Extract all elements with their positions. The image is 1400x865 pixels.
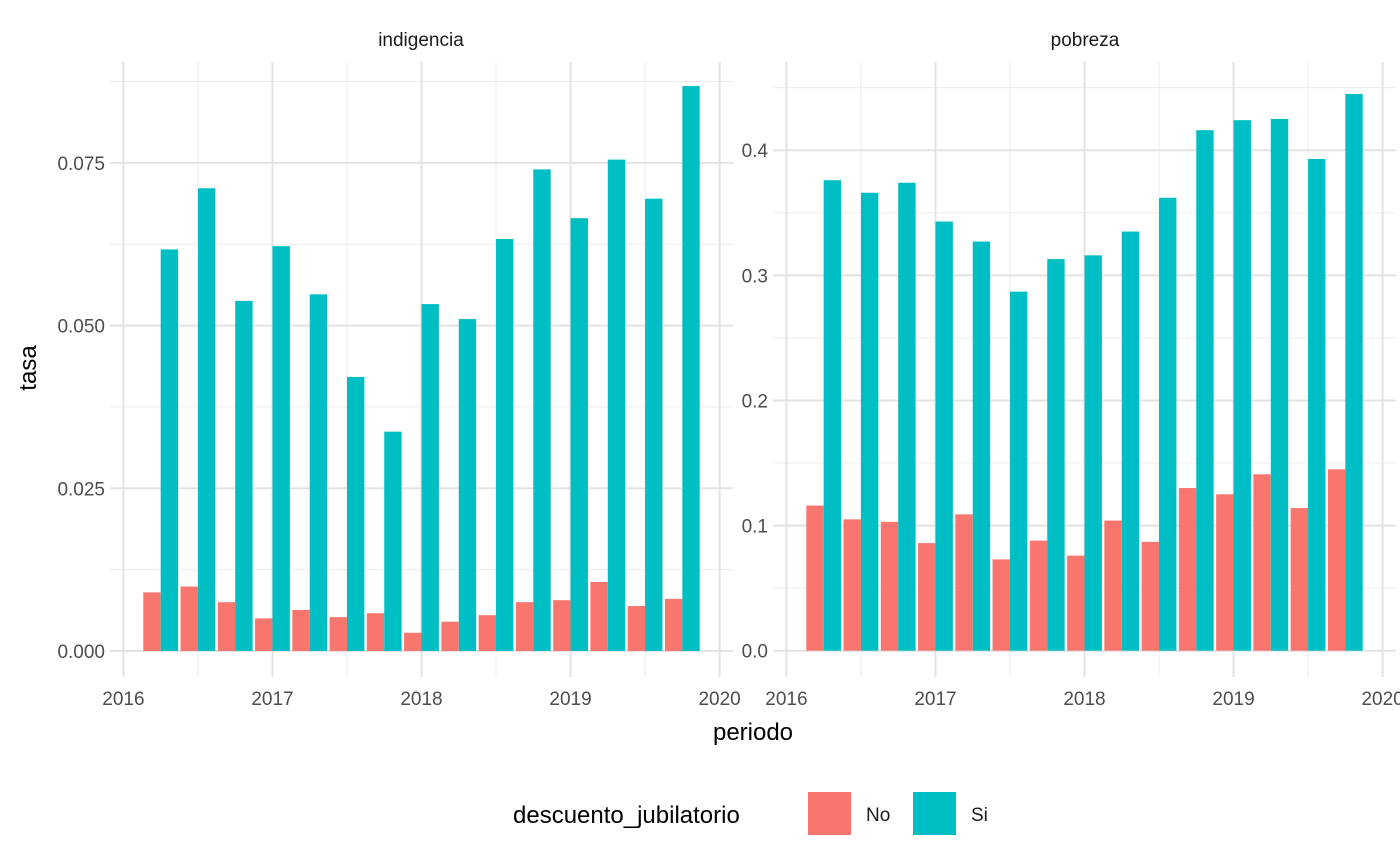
legend: descuento_jubilatorio No Si bbox=[513, 792, 988, 835]
bar-no bbox=[1141, 541, 1160, 651]
bar-no bbox=[590, 581, 608, 651]
bar-no bbox=[918, 543, 936, 651]
bar-si bbox=[421, 304, 439, 651]
bar-si bbox=[860, 192, 879, 651]
panel-indigencia: 0.000 0.025 0.050 0.075 2016 2017 2018 2019 202… bbox=[57, 30, 740, 710]
bar-no bbox=[1029, 540, 1048, 651]
y-tick-label: 0.1 bbox=[742, 517, 768, 538]
bar-si bbox=[607, 159, 626, 651]
bar-no bbox=[292, 609, 310, 651]
y-tick-label: 0.0 bbox=[742, 642, 768, 663]
bar-no bbox=[553, 600, 571, 651]
bar-si bbox=[898, 182, 916, 651]
y-tick-label: 0.4 bbox=[742, 141, 769, 162]
x-tick-label: 2019 bbox=[549, 689, 591, 710]
bar-no bbox=[1067, 555, 1085, 651]
bar-si bbox=[160, 249, 179, 651]
x-tick-label: 2017 bbox=[251, 689, 293, 710]
legend-label-no: No bbox=[866, 805, 890, 826]
bar-no bbox=[1178, 488, 1197, 651]
bar-no bbox=[180, 586, 198, 651]
y-tick-label: 0.2 bbox=[742, 391, 768, 412]
legend-swatch-si bbox=[913, 792, 956, 835]
legend-swatch-no bbox=[808, 792, 851, 835]
bar-si bbox=[1233, 120, 1251, 651]
x-tick-label: 2017 bbox=[914, 689, 956, 710]
bar-no bbox=[880, 521, 899, 651]
panel-title-indigencia: indigencia bbox=[378, 30, 464, 51]
bar-si bbox=[384, 431, 402, 651]
bar-si bbox=[533, 169, 551, 651]
bar-no bbox=[1253, 474, 1271, 651]
bar-si bbox=[309, 294, 328, 651]
bar-si bbox=[1308, 158, 1326, 651]
bar-si bbox=[272, 246, 290, 651]
y-tick-label: 0.000 bbox=[57, 642, 105, 663]
x-tick-label: 2018 bbox=[400, 689, 442, 710]
bar-si bbox=[1196, 130, 1214, 651]
x-tick-label: 2019 bbox=[1212, 689, 1254, 710]
y-tick-label: 0.050 bbox=[57, 317, 105, 338]
bar-si bbox=[972, 241, 991, 651]
bar-no bbox=[992, 559, 1010, 651]
bar-si bbox=[197, 188, 216, 651]
bar-si bbox=[496, 239, 514, 651]
bar-no bbox=[664, 598, 683, 651]
bar-no bbox=[217, 602, 236, 651]
legend-title: descuento_jubilatorio bbox=[513, 802, 740, 829]
bar-no bbox=[1216, 494, 1234, 651]
x-tick-label: 2018 bbox=[1063, 689, 1105, 710]
bar-no bbox=[404, 632, 422, 651]
bar-si bbox=[1084, 255, 1102, 651]
bar-si bbox=[235, 300, 253, 651]
y-tick-label: 0.075 bbox=[57, 154, 105, 175]
y-axis-title: tasa bbox=[15, 345, 42, 391]
bar-si bbox=[935, 221, 953, 651]
bar-no bbox=[1290, 508, 1309, 651]
bar-no bbox=[1104, 520, 1122, 651]
bar-si bbox=[1121, 231, 1140, 651]
bar-no bbox=[329, 617, 347, 651]
bar-no bbox=[627, 606, 646, 651]
bar-no bbox=[478, 615, 497, 651]
bar-no bbox=[806, 505, 824, 651]
y-tick-label: 0.025 bbox=[57, 479, 105, 500]
bar-no bbox=[255, 618, 273, 651]
x-tick-label: 2016 bbox=[102, 689, 144, 710]
bar-no bbox=[366, 613, 385, 651]
panel-title-pobreza: pobreza bbox=[1051, 30, 1120, 51]
x-tick-label: 2016 bbox=[765, 689, 807, 710]
x-tick-label: 2020 bbox=[1361, 689, 1400, 710]
x-tick-label: 2020 bbox=[698, 689, 740, 710]
bar-si bbox=[1270, 118, 1289, 651]
bar-si bbox=[1159, 197, 1177, 651]
x-axis-title: periodo bbox=[713, 719, 793, 746]
bar-no bbox=[515, 602, 534, 651]
bar-no bbox=[955, 514, 973, 651]
bar-no bbox=[1327, 469, 1346, 651]
bar-si bbox=[645, 198, 663, 651]
bar-si bbox=[570, 218, 588, 651]
y-tick-label: 0.3 bbox=[742, 266, 768, 287]
legend-label-si: Si bbox=[971, 805, 988, 826]
bar-no bbox=[143, 592, 161, 651]
bar-si bbox=[458, 319, 477, 651]
bar-si bbox=[682, 86, 700, 651]
bar-no bbox=[441, 621, 459, 651]
bar-si bbox=[346, 376, 365, 651]
bar-si bbox=[1047, 259, 1065, 651]
bar-si bbox=[1009, 291, 1028, 651]
panel-pobreza: 0.0 0.1 0.2 0.3 0.4 2016 2017 2018 2019 2020 pob… bbox=[742, 30, 1400, 710]
bar-no bbox=[843, 519, 861, 651]
bar-si bbox=[1345, 93, 1363, 651]
bar-si bbox=[823, 180, 842, 651]
